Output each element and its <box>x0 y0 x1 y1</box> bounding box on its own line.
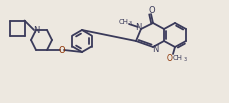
Text: 3: 3 <box>183 57 187 62</box>
Text: N: N <box>33 26 39 35</box>
Text: CH: CH <box>173 55 183 61</box>
Text: 3: 3 <box>129 20 132 26</box>
Text: O: O <box>59 46 65 54</box>
Text: CH: CH <box>119 19 129 25</box>
Text: O: O <box>167 53 173 63</box>
Text: N: N <box>135 22 141 32</box>
Text: O: O <box>149 5 155 15</box>
Text: N: N <box>152 44 158 53</box>
